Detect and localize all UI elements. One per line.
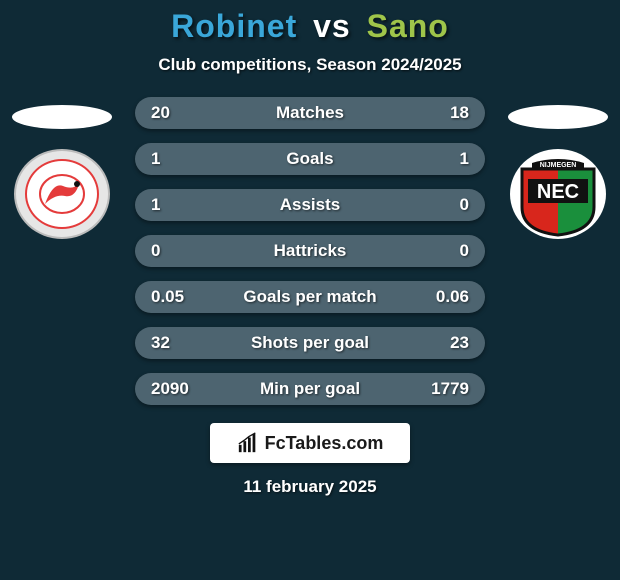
stat-left-value: 1 — [151, 195, 201, 215]
stat-label: Min per goal — [260, 379, 360, 399]
stat-right-value: 1779 — [419, 379, 469, 399]
stat-row: 2090 Min per goal 1779 — [135, 373, 485, 405]
stat-row: 1 Goals 1 — [135, 143, 485, 175]
stat-row: 0.05 Goals per match 0.06 — [135, 281, 485, 313]
stat-left-value: 0 — [151, 241, 201, 261]
stat-label: Goals — [286, 149, 333, 169]
stat-right-value: 0 — [419, 195, 469, 215]
stats-column: 20 Matches 18 1 Goals 1 1 Assists 0 0 Hattricks 0 0.… — [135, 97, 485, 405]
vs-text: vs — [313, 8, 351, 44]
stat-right-value: 23 — [419, 333, 469, 353]
stat-right-value: 0 — [419, 241, 469, 261]
content-row: 20 Matches 18 1 Goals 1 1 Assists 0 0 Hattricks 0 0.… — [0, 97, 620, 405]
stat-left-value: 2090 — [151, 379, 201, 399]
chart-icon — [237, 432, 259, 454]
right-ellipse — [508, 105, 608, 129]
stat-row: 0 Hattricks 0 — [135, 235, 485, 267]
stat-left-value: 20 — [151, 103, 201, 123]
stat-label: Hattricks — [274, 241, 347, 261]
footer-date: 11 february 2025 — [0, 477, 620, 497]
right-side: NEC NIJMEGEN — [503, 97, 613, 239]
player1-name: Robinet — [171, 8, 297, 44]
stat-right-value: 0.06 — [419, 287, 469, 307]
player2-name: Sano — [367, 8, 449, 44]
left-club-badge — [14, 149, 110, 239]
right-club-badge: NEC NIJMEGEN — [510, 149, 606, 239]
stat-left-value: 1 — [151, 149, 201, 169]
brand-text: FcTables.com — [265, 433, 384, 454]
stat-row: 32 Shots per goal 23 — [135, 327, 485, 359]
stat-label: Matches — [276, 103, 344, 123]
stat-left-value: 32 — [151, 333, 201, 353]
svg-text:NEC: NEC — [537, 181, 579, 203]
brand-logo[interactable]: FcTables.com — [210, 423, 410, 463]
left-ellipse — [12, 105, 112, 129]
comparison-card: Robinet vs Sano Club competitions, Seaso… — [0, 0, 620, 580]
page-title: Robinet vs Sano — [0, 8, 620, 45]
svg-text:NIJMEGEN: NIJMEGEN — [540, 162, 577, 169]
subtitle: Club competitions, Season 2024/2025 — [0, 55, 620, 75]
stat-left-value: 0.05 — [151, 287, 201, 307]
nec-nijmegen-icon: NEC NIJMEGEN — [510, 149, 606, 239]
stat-right-value: 1 — [419, 149, 469, 169]
stat-label: Goals per match — [243, 287, 376, 307]
stat-label: Shots per goal — [251, 333, 369, 353]
left-side — [7, 97, 117, 239]
stat-right-value: 18 — [419, 103, 469, 123]
almere-city-icon — [25, 159, 99, 229]
stat-label: Assists — [280, 195, 340, 215]
stat-row: 20 Matches 18 — [135, 97, 485, 129]
stat-row: 1 Assists 0 — [135, 189, 485, 221]
